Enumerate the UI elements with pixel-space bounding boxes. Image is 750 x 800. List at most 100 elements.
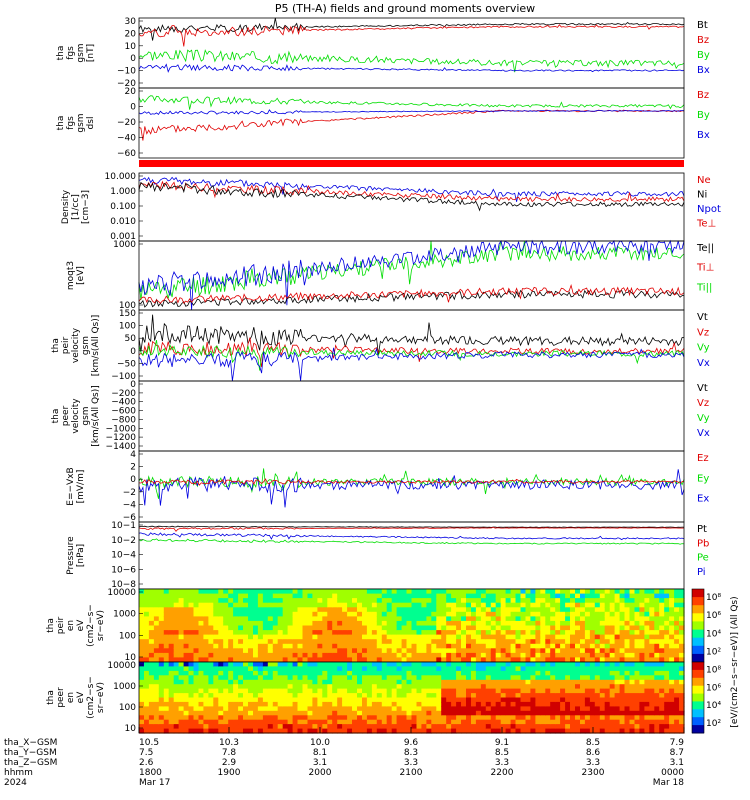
spectrogram-cell	[451, 643, 457, 649]
spectrogram-cell	[342, 639, 348, 645]
spectrogram-cell	[183, 593, 190, 599]
spectrogram-cell	[659, 593, 665, 599]
spectrogram-cell	[446, 630, 452, 636]
spectrogram-cell	[391, 625, 398, 631]
spectrogram-cell	[436, 662, 442, 667]
spectrogram-cell	[139, 688, 145, 694]
spectrogram-cell	[317, 719, 323, 725]
spectrogram-cell	[461, 648, 467, 654]
spectrogram-cell	[500, 625, 507, 631]
spectrogram-cell	[287, 593, 294, 599]
spectrogram-cell	[475, 728, 482, 734]
spectrogram-cell	[436, 643, 442, 649]
y-tick-label: 10−4	[111, 551, 136, 561]
spectrogram-cell	[228, 697, 234, 703]
spectrogram-cell	[436, 666, 442, 672]
spectrogram-cell	[139, 666, 145, 672]
spectrogram-cell	[168, 630, 175, 636]
spectrogram-cell	[386, 675, 393, 681]
spectrogram-cell	[466, 625, 472, 631]
spectrogram-cell	[342, 719, 348, 725]
spectrogram-cell	[144, 639, 150, 645]
spectrogram-cell	[233, 715, 239, 721]
spectrogram-cell	[480, 607, 487, 613]
spectrogram-cell	[456, 693, 462, 699]
spectrogram-cell	[228, 666, 234, 672]
spectrogram-cell	[376, 630, 383, 636]
spectrogram-cell	[550, 639, 556, 645]
spectrogram-cell	[485, 648, 492, 654]
spectrogram-cell	[277, 666, 284, 672]
spectrogram-cell	[193, 657, 200, 663]
spectrogram-cell	[669, 589, 675, 595]
spectrogram-cell	[366, 693, 373, 699]
spectrogram-cell	[158, 634, 165, 640]
spectrogram-cell	[560, 688, 566, 694]
spectrogram-cell	[520, 589, 527, 595]
spectrogram-cell	[441, 715, 447, 721]
spectrogram-cell	[253, 701, 259, 707]
spectrogram-cell	[267, 657, 274, 663]
spectrogram-cell	[297, 593, 304, 599]
spectrogram-cell	[565, 662, 571, 667]
spectrogram-cell	[545, 662, 551, 667]
spectrogram-cell	[421, 715, 427, 721]
spectrogram-cell	[456, 648, 462, 654]
spectrogram-cell	[669, 662, 675, 667]
spectrogram-cell	[362, 616, 368, 622]
spectrogram-cell	[337, 715, 343, 721]
spectrogram-cell	[520, 688, 527, 694]
spectrogram-cell	[570, 625, 576, 631]
spectrogram-cell	[376, 620, 383, 627]
spectrogram-cell	[456, 625, 462, 631]
spectrogram-cell	[485, 639, 492, 645]
spectrogram-cell	[500, 643, 507, 649]
spectrogram-cell	[639, 679, 645, 685]
spectrogram-cell	[565, 620, 571, 627]
spectrogram-cell	[163, 719, 170, 725]
spectrogram-cell	[208, 662, 214, 667]
spectrogram-cell	[639, 630, 645, 636]
spectrogram-cell	[485, 706, 492, 712]
spectrogram-cell	[654, 634, 660, 640]
spectrogram-cell	[619, 693, 626, 699]
spectrogram-cell	[297, 620, 304, 627]
y-tick-label: 1000	[113, 240, 136, 250]
spectrogram-cell	[352, 652, 358, 659]
spectrogram-cell	[475, 701, 482, 707]
spectrogram-cell	[381, 701, 388, 707]
spectrogram-cell	[644, 589, 650, 595]
spectrogram-cell	[257, 715, 264, 721]
spectrogram-cell	[604, 715, 611, 721]
spectrogram-cell	[584, 634, 591, 640]
spectrogram-cell	[366, 670, 373, 676]
spectrogram-cell	[153, 724, 160, 730]
y-axis-label: fgs	[66, 116, 76, 130]
spectrogram-cell	[292, 620, 299, 627]
spectrogram-cell	[322, 648, 328, 654]
orbit-row-label: tha_X−GSM	[4, 738, 57, 748]
y-axis-label: sr−eV)	[96, 682, 106, 713]
spectrogram-cell	[282, 697, 289, 703]
spectrogram-cell	[302, 634, 309, 640]
spectrogram-cell	[381, 598, 388, 604]
spectrogram-cell	[604, 688, 611, 694]
spectrogram-cell	[193, 643, 200, 649]
spectrogram-cell	[421, 634, 427, 640]
spectrogram-cell	[525, 625, 532, 631]
spectrogram-cell	[337, 630, 343, 636]
spectrogram-cell	[589, 616, 596, 622]
spectrogram-cell	[619, 662, 626, 667]
spectrogram-cell	[173, 688, 180, 694]
spectrogram-cell	[535, 589, 541, 595]
spectrogram-cell	[322, 719, 328, 725]
spectrogram-cell	[565, 701, 571, 707]
spectrogram-cell	[153, 679, 160, 685]
spectrogram-cell	[431, 611, 437, 617]
spectrogram-cell	[515, 697, 522, 703]
spectrogram-cell	[218, 593, 224, 599]
spectrogram-cell	[654, 602, 660, 608]
spectrogram-cell	[139, 715, 145, 721]
spectrogram-cell	[535, 616, 541, 622]
spectrogram-cell	[153, 697, 160, 703]
